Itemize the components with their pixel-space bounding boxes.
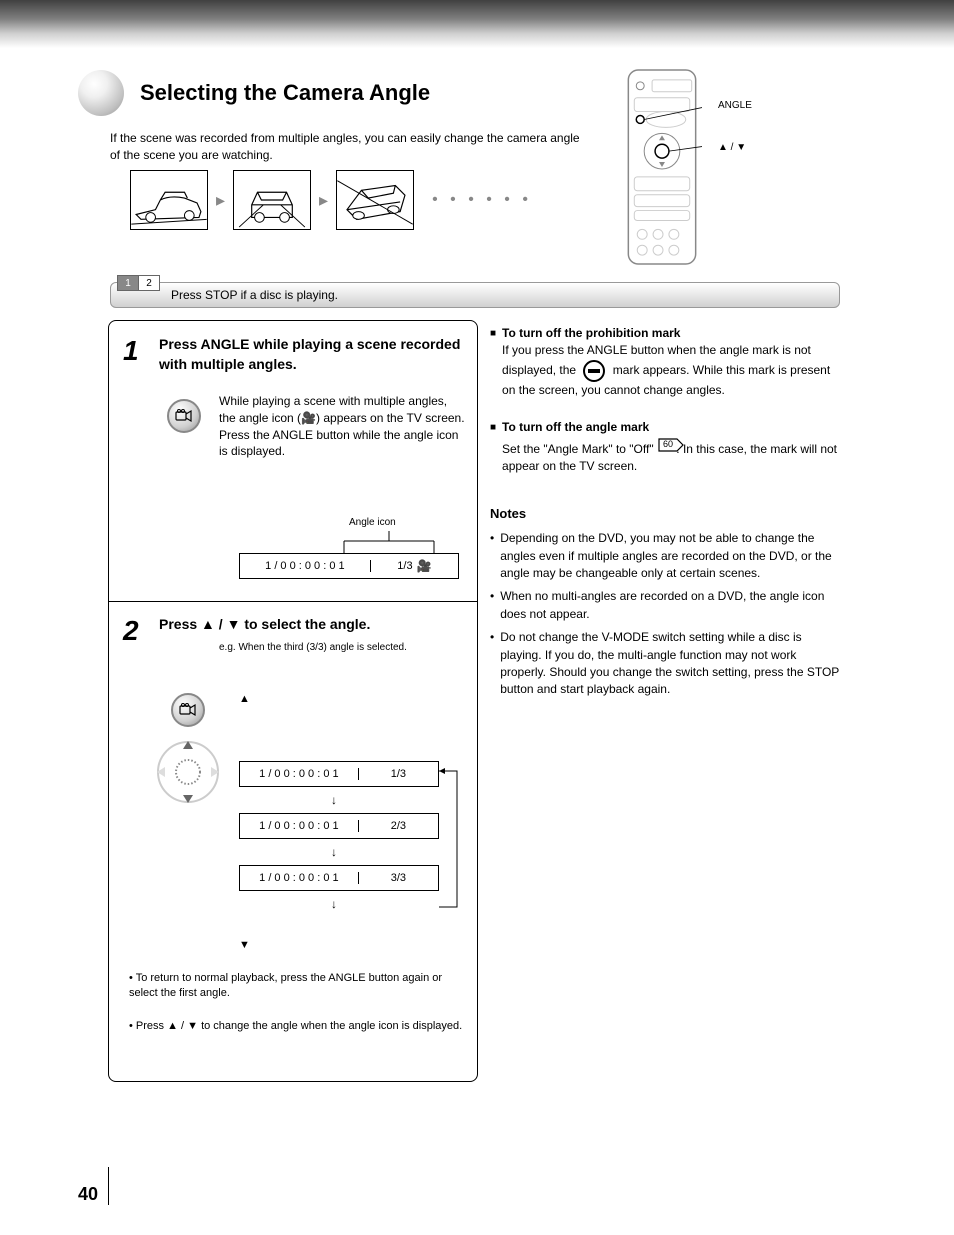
step-number-2: 2 <box>123 615 139 647</box>
osd-display-row: 1 / 0 0 : 0 0 : 0 1 1/3 <box>239 761 439 787</box>
step2-heading: Press ▲ / ▼ to select the angle. <box>159 615 464 635</box>
osd-display-row: 1 / 0 0 : 0 0 : 0 1 3/3 <box>239 865 439 891</box>
section-divider <box>109 601 477 602</box>
osd-display-1: 1 / 0 0 : 0 0 : 0 1 1/3🎥 <box>239 553 459 579</box>
remote-illustration <box>622 68 702 266</box>
header-gradient <box>0 0 954 48</box>
arrow-icon: ▸ <box>216 190 225 211</box>
osd-display-row: 1 / 0 0 : 0 0 : 0 1 2/3 <box>239 813 439 839</box>
down-arrow-icon: ↓ <box>331 793 337 807</box>
car-angle-2 <box>233 170 311 230</box>
instruction-box: 1 Press ANGLE while playing a scene reco… <box>108 320 478 1082</box>
dpad-icon <box>149 733 227 811</box>
ellipsis-dots: • • • • • • <box>432 191 532 209</box>
camera-icon: 🎥 <box>417 559 432 573</box>
step2-tail2: • Press ▲ / ▼ to change the angle when t… <box>129 1019 469 1034</box>
right-b1-text: If you press the ANGLE button when the a… <box>502 343 830 396</box>
down-arrow-icon: ↓ <box>331 845 337 859</box>
angle-button-icon <box>167 399 201 433</box>
angle-illustration-row: ▸ ▸ • • • • • • <box>130 170 532 230</box>
loop-line <box>437 761 461 917</box>
bullet-dot: • <box>490 530 494 582</box>
step-number-1: 1 <box>123 335 139 367</box>
bullet-dot: • <box>490 588 494 623</box>
step-bar-text: Press STOP if a disc is playing. <box>171 288 338 302</box>
right-b1-title: To turn off the prohibition mark <box>502 326 680 340</box>
down-arrow-label: ▼ <box>239 939 250 951</box>
remote-label-angle: ANGLE <box>718 100 752 111</box>
step-tab-1: 1 <box>117 275 139 291</box>
note-1: Depending on the DVD, you may not be abl… <box>500 530 840 582</box>
step1-text: While playing a scene with multiple angl… <box>219 393 467 460</box>
step-tab-2: 2 <box>138 275 160 291</box>
right-b2-title: To turn off the angle mark <box>502 420 649 434</box>
page-number-rule <box>108 1167 109 1205</box>
prohibit-icon <box>583 360 605 382</box>
bullet-dot: • <box>490 629 494 699</box>
arrow-icon: ▸ <box>319 190 328 211</box>
camera-icon: 🎥 <box>301 411 316 425</box>
angle-icon-label: Angle icon <box>349 517 396 528</box>
right-column: ■ To turn off the prohibition mark If yo… <box>490 325 840 705</box>
bullet-square-icon: ■ <box>490 421 496 475</box>
down-arrow-icon: ↓ <box>331 897 337 911</box>
bullet-square-icon: ■ <box>490 327 496 399</box>
step2-tail1: • To return to normal playback, press th… <box>129 971 469 1002</box>
sphere-decoration <box>78 70 124 116</box>
step1-heading: Press ANGLE while playing a scene record… <box>159 335 464 374</box>
preparation-bar: 1 2 Press STOP if a disc is playing. <box>110 282 840 308</box>
angle-button-icon <box>171 693 205 727</box>
osd-right-1: 1/3🎥 <box>371 559 458 573</box>
intro-text: If the scene was recorded from multiple … <box>110 130 580 164</box>
osd-left-1: 1 / 0 0 : 0 0 : 0 1 <box>240 560 371 572</box>
notes-heading: Notes <box>490 505 840 524</box>
car-angle-1 <box>130 170 208 230</box>
up-arrow-label: ▲ <box>239 693 250 705</box>
page-title: Selecting the Camera Angle <box>140 80 430 106</box>
page-number: 40 <box>78 1184 98 1205</box>
remote-label-updown: ▲ / ▼ <box>718 142 746 153</box>
right-b2-text: Set the "Angle Mark" to "Off" 60 . In th… <box>502 442 837 473</box>
car-angle-3 <box>336 170 414 230</box>
step2-subtext: e.g. When the third (3/3) angle is selec… <box>219 641 467 655</box>
note-3: Do not change the V-MODE switch setting … <box>500 629 840 699</box>
note-2: When no multi-angles are recorded on a D… <box>500 588 840 623</box>
